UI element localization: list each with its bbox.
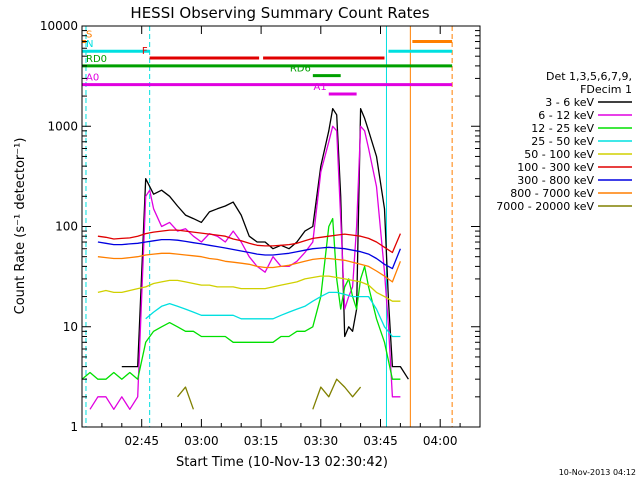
chart-title: HESSI Observing Summary Count Rates bbox=[130, 4, 429, 22]
legend-label-100-300-kev: 100 - 300 keV bbox=[517, 161, 594, 174]
flag-label-a1: A1 bbox=[314, 82, 327, 93]
series-lines bbox=[81, 107, 409, 410]
series-line-6-12-kev bbox=[89, 125, 401, 410]
series-line-25-50-kev bbox=[145, 291, 401, 338]
legend-header-line-2: FDecim 1 bbox=[580, 83, 632, 96]
y-tick-label-100: 100 bbox=[55, 220, 78, 234]
flag-label-a0: A0 bbox=[86, 73, 99, 84]
series-line-50-100-kev bbox=[97, 275, 401, 302]
x-tick-label-03-15: 03:15 bbox=[244, 434, 279, 448]
x-tick-label-02-45: 02:45 bbox=[124, 434, 159, 448]
y-tick-label-1: 1 bbox=[70, 420, 78, 434]
legend-label-6-12-kev: 6 - 12 keV bbox=[538, 109, 594, 122]
legend-label-3-6-kev: 3 - 6 keV bbox=[545, 96, 594, 109]
y-tick-label-1000: 1000 bbox=[47, 119, 78, 133]
observing-flags: SN F RD0 RD6 A0 A1 bbox=[82, 30, 453, 96]
flag-label-n: N bbox=[86, 39, 93, 50]
flag-label-rd6: RD6 bbox=[290, 64, 311, 75]
legend-label-800-7000-kev: 800 - 7000 keV bbox=[510, 187, 594, 200]
series-line-7000-20000-kev bbox=[176, 378, 362, 410]
x-tick-label-03-00: 03:00 bbox=[184, 434, 219, 448]
series-line-100-300-kev bbox=[97, 229, 401, 254]
legend-label-300-800-kev: 300 - 800 keV bbox=[517, 174, 594, 187]
y-axis-label: Count Rate (s⁻¹ detector⁻¹) bbox=[13, 138, 28, 315]
legend-label-7000-20000-kev: 7000 - 20000 keV bbox=[496, 200, 594, 213]
flag-label-rd0: RD0 bbox=[86, 54, 107, 65]
legend-label-25-50-kev: 25 - 50 keV bbox=[531, 135, 594, 148]
x-tick-label-03-45: 03:45 bbox=[363, 434, 398, 448]
series-line-300-800-kev bbox=[97, 238, 402, 270]
x-tick-label-04-00: 04:00 bbox=[423, 434, 458, 448]
legend-label-50-100-kev: 50 - 100 keV bbox=[524, 148, 594, 161]
y-tick-label-10: 10 bbox=[63, 320, 78, 334]
series-line-12-25-kev bbox=[81, 217, 401, 380]
flag-label-f: F bbox=[142, 46, 148, 57]
series-line-3-6-kev bbox=[121, 107, 409, 380]
footer-timestamp: 10-Nov-2013 04:12 bbox=[559, 468, 636, 477]
series-line-800-7000-kev bbox=[97, 252, 402, 283]
legend-label-12-25-kev: 12 - 25 keV bbox=[531, 122, 594, 135]
y-tick-label-10000: 10000 bbox=[40, 19, 78, 33]
axes: 02:45 03:00 03:15 03:30 03:45 04:00 1 10 100 1000… bbox=[40, 19, 481, 448]
flag-label-s: S bbox=[86, 30, 92, 41]
x-axis-label: Start Time (10-Nov-13 02:30:42) bbox=[176, 455, 388, 470]
legend-header-line-1: Det 1,3,5,6,7,9, bbox=[546, 70, 632, 83]
x-tick-label-03-30: 03:30 bbox=[304, 434, 339, 448]
